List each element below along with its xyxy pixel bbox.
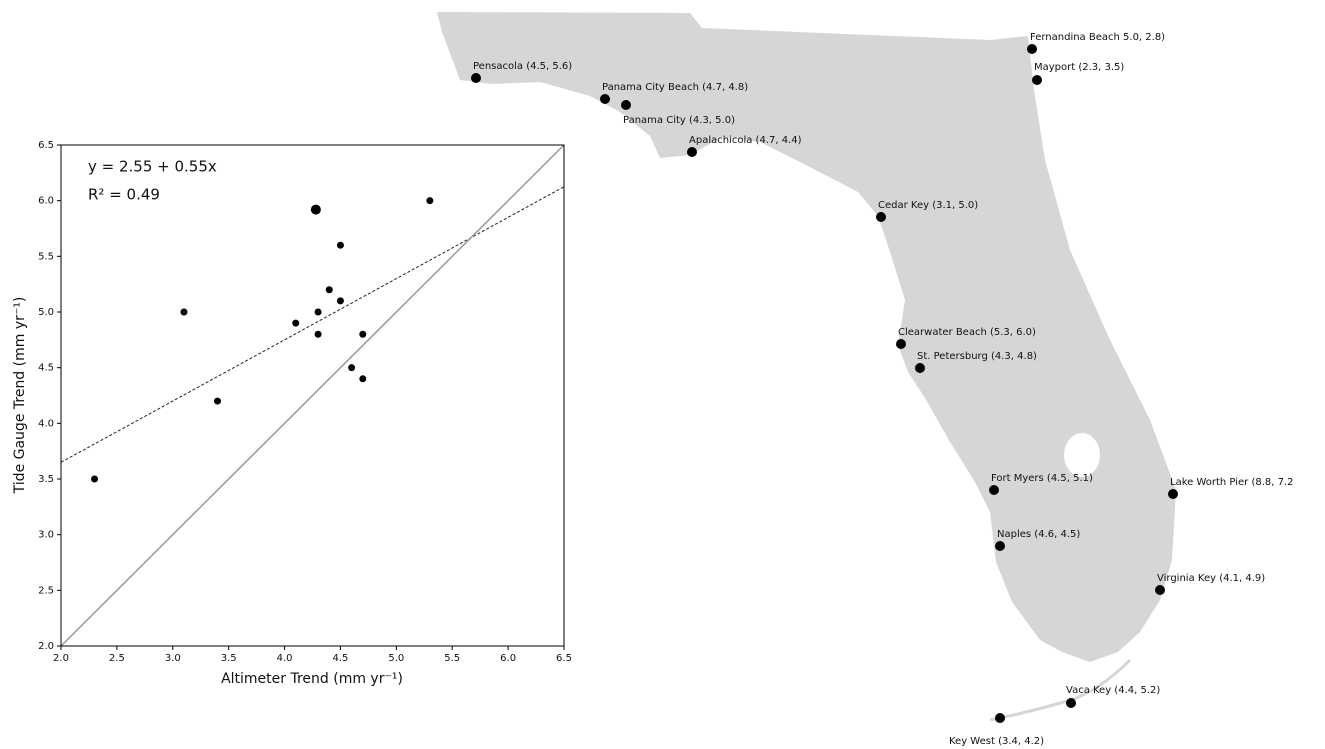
station-dot [1155,585,1165,595]
point [325,286,333,294]
point [426,197,434,205]
station-dot [621,100,631,110]
x-tick-label: 5.0 [388,653,404,664]
station-dot [876,212,886,222]
y-tick-label: 3.0 [38,530,54,541]
point [336,297,344,305]
x-tick-label: 5.5 [444,653,460,664]
point [359,330,367,338]
station-dot [1168,489,1178,499]
y-tick-label: 6.0 [38,196,54,207]
y-tick-label: 2.0 [38,641,54,652]
point [348,364,356,372]
point [359,375,367,383]
station-dot [1027,44,1037,54]
y-tick-label: 2.5 [38,585,54,596]
y-tick-label: 3.5 [38,474,54,485]
annotation: R² = 0.49 [88,186,160,204]
x-axis-label: Altimeter Trend (mm yr⁻¹) [221,671,403,687]
lake [1064,433,1100,477]
station-dot [600,94,610,104]
station-label: Lake Worth Pier (8.8, 7.2 [1170,477,1294,488]
y-tick-label: 4.0 [38,418,54,429]
station-label: Virginia Key (4.1, 4.9) [1157,573,1265,584]
point [91,475,99,483]
x-tick-label: 4.5 [332,653,348,664]
point [314,308,322,316]
station-label: Vaca Key (4.4, 5.2) [1066,685,1160,696]
station-label: Cedar Key (3.1, 5.0) [878,200,978,211]
one-to-one-line [60,144,565,647]
fit-line [60,186,565,463]
station-dot [896,339,906,349]
x-tick-label: 6.0 [500,653,516,664]
point [314,330,322,338]
y-tick-label: 4.5 [38,363,54,374]
station-label: Panama City (4.3, 5.0) [623,115,735,126]
plot-frame [60,144,565,647]
stations: Fernandina Beach 5.0, 2.8) Mayport (2.3,… [471,32,1294,747]
annotation: y = 2.55 + 0.55x [88,158,217,176]
station-label: Naples (4.6, 4.5) [997,529,1080,540]
station-dot [995,713,1005,723]
station-label: Key West (3.4, 4.2) [949,736,1044,747]
station-label: Fort Myers (4.5, 5.1) [991,473,1093,484]
station-dot [1066,698,1076,708]
y-tick-label: 5.5 [38,251,54,262]
station-label: Pensacola (4.5, 5.6) [473,61,572,72]
point [336,241,344,249]
point [180,308,188,316]
station-label: Fernandina Beach 5.0, 2.8) [1030,32,1165,43]
point [213,397,221,405]
station-dot [1032,75,1042,85]
station-label: Panama City Beach (4.7, 4.8) [602,82,748,93]
station-label: Mayport (2.3, 3.5) [1034,62,1124,73]
station-dot [995,541,1005,551]
x-tick-label: 2.0 [53,653,69,664]
station-label: St. Petersburg (4.3, 4.8) [917,351,1037,362]
x-tick-label: 6.5 [556,653,572,664]
point [310,204,321,215]
x-tick-label: 3.0 [165,653,181,664]
land [437,12,1176,662]
station-dot [989,485,999,495]
station-dot [471,73,481,83]
station-dot [915,363,925,373]
y-axis-label: Tide Gauge Trend (mm yr⁻¹) [12,297,28,495]
station-label: Apalachicola (4.7, 4.4) [689,135,802,146]
x-tick-label: 4.0 [277,653,293,664]
florida-map: Fernandina Beach 5.0, 2.8) Mayport (2.3,… [437,12,1294,747]
x-tick-label: 3.5 [221,653,237,664]
station-dot [687,147,697,157]
x-tick-label: 2.5 [109,653,125,664]
station-label: Clearwater Beach (5.3, 6.0) [898,327,1036,338]
y-tick-label: 5.0 [38,307,54,318]
y-tick-label: 6.5 [38,140,54,151]
point [292,319,300,327]
